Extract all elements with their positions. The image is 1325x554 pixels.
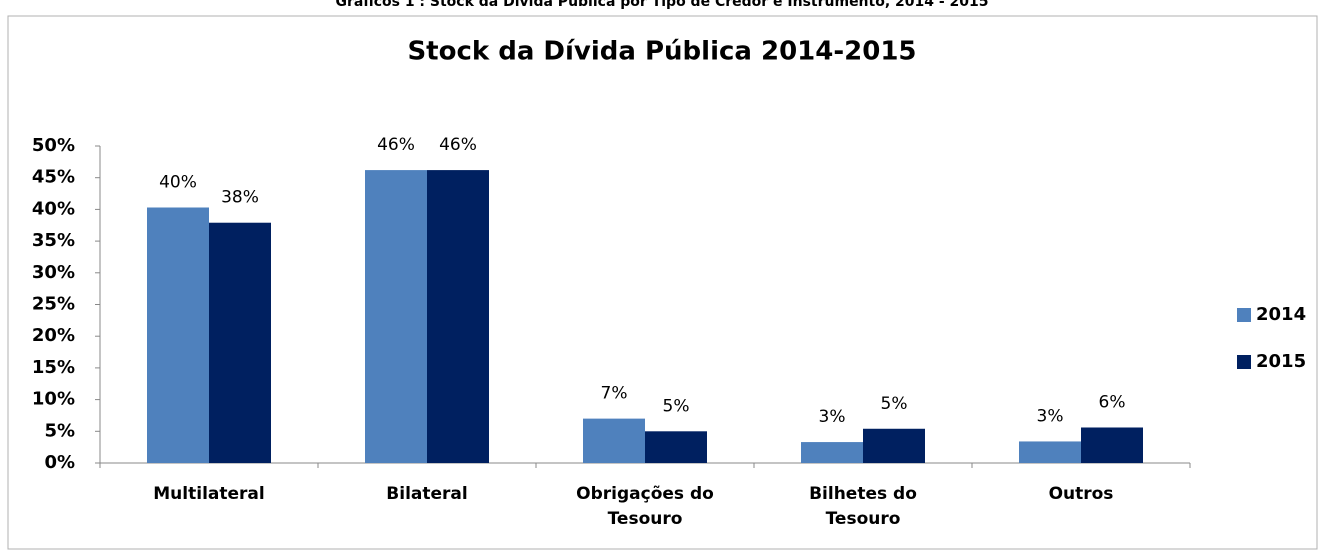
- legend-swatch: [1237, 308, 1251, 322]
- y-tick-label: 10%: [32, 389, 75, 410]
- bar: [1081, 427, 1143, 463]
- y-tick-label: 45%: [32, 167, 75, 188]
- bar: [1019, 441, 1081, 463]
- legend-label: 2014: [1256, 304, 1306, 325]
- legend-swatch: [1237, 355, 1251, 369]
- y-tick-label: 15%: [32, 357, 75, 378]
- data-label: 7%: [601, 384, 628, 404]
- bar: [863, 428, 925, 463]
- data-label: 46%: [377, 135, 415, 155]
- bar: [147, 207, 209, 463]
- bar: [427, 170, 489, 464]
- x-tick-label: Multilateral: [153, 484, 265, 504]
- y-tick-label: 35%: [32, 230, 75, 251]
- bar: [209, 222, 271, 463]
- x-tick-label: Obrigações do Tesouro: [576, 484, 714, 529]
- data-label: 5%: [881, 394, 908, 414]
- data-label: 6%: [1099, 392, 1126, 412]
- y-tick-label: 20%: [32, 325, 75, 346]
- bar: [365, 170, 427, 464]
- y-tick-label: 0%: [44, 452, 75, 473]
- data-label: 46%: [439, 135, 477, 155]
- bar: [645, 431, 707, 463]
- y-tick-label: 5%: [44, 420, 75, 441]
- x-tick-label: Bilateral: [386, 484, 468, 504]
- y-tick-label: 40%: [32, 198, 75, 219]
- y-tick-label: 50%: [32, 135, 75, 156]
- y-tick-label: 25%: [32, 294, 75, 315]
- legend-label: 2015: [1256, 351, 1306, 372]
- caption: Gráficos 1 : Stock da Dívida Pública por…: [335, 0, 988, 10]
- data-label: 3%: [819, 407, 846, 427]
- data-label: 5%: [663, 396, 690, 416]
- x-tick-label: Bilhetes do Tesouro: [809, 484, 917, 529]
- bar: [583, 418, 645, 463]
- data-label: 38%: [221, 188, 259, 208]
- x-tick-label: Outros: [1048, 484, 1114, 504]
- y-tick-label: 30%: [32, 262, 75, 283]
- data-label: 40%: [159, 172, 197, 192]
- data-label: 3%: [1037, 406, 1064, 426]
- bar: [801, 442, 863, 463]
- chart-title: Stock da Dívida Pública 2014-2015: [407, 37, 916, 67]
